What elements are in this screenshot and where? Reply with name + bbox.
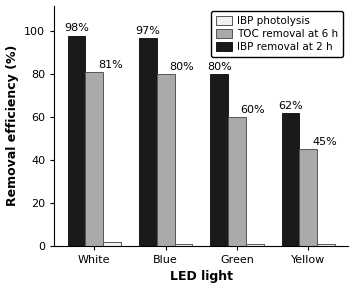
Text: 97%: 97% bbox=[135, 26, 160, 36]
Legend: IBP photolysis, TOC removal at 6 h, IBP removal at 2 h: IBP photolysis, TOC removal at 6 h, IBP … bbox=[211, 11, 343, 58]
Bar bbox=[299, 149, 317, 246]
Text: 80%: 80% bbox=[207, 62, 232, 72]
Bar bbox=[175, 244, 192, 246]
Bar bbox=[317, 244, 335, 246]
Bar bbox=[85, 72, 103, 246]
X-axis label: LED light: LED light bbox=[170, 271, 233, 284]
Bar bbox=[139, 38, 157, 246]
Text: 81%: 81% bbox=[98, 60, 123, 70]
Bar bbox=[68, 36, 85, 246]
Text: 45%: 45% bbox=[312, 137, 337, 147]
Text: 60%: 60% bbox=[241, 105, 266, 115]
Bar bbox=[281, 113, 299, 246]
Bar bbox=[103, 242, 121, 246]
Bar bbox=[210, 74, 228, 246]
Text: 62%: 62% bbox=[278, 101, 303, 111]
Text: 98%: 98% bbox=[64, 23, 89, 34]
Bar bbox=[157, 74, 175, 246]
Bar bbox=[228, 117, 246, 246]
Y-axis label: Removal efficiency (%): Removal efficiency (%) bbox=[6, 45, 18, 206]
Text: 80%: 80% bbox=[169, 62, 194, 72]
Bar bbox=[246, 244, 264, 246]
